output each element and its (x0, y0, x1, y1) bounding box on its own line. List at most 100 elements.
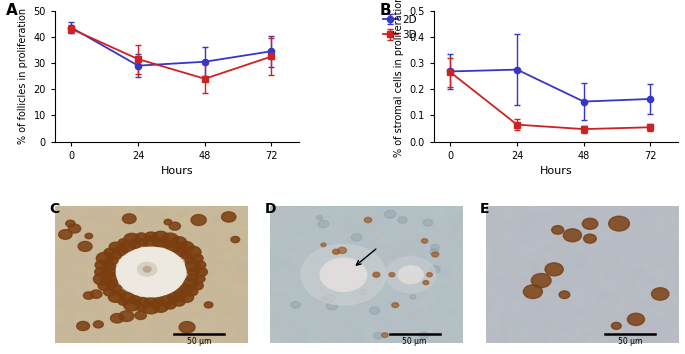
Circle shape (181, 251, 192, 259)
Circle shape (95, 260, 109, 270)
Circle shape (59, 230, 72, 239)
Circle shape (103, 287, 115, 296)
Circle shape (584, 234, 597, 243)
Circle shape (164, 301, 176, 309)
Circle shape (93, 321, 103, 328)
Circle shape (162, 240, 173, 248)
Circle shape (386, 257, 436, 292)
Circle shape (651, 288, 669, 300)
Circle shape (291, 302, 300, 308)
Circle shape (389, 273, 395, 277)
Circle shape (128, 239, 141, 249)
Circle shape (327, 302, 338, 310)
Circle shape (116, 290, 126, 297)
Circle shape (410, 295, 416, 299)
Circle shape (153, 302, 168, 312)
Text: 50 μm: 50 μm (187, 337, 211, 346)
Circle shape (152, 238, 166, 247)
Circle shape (373, 272, 380, 277)
Circle shape (77, 321, 90, 331)
Circle shape (325, 295, 335, 302)
Circle shape (153, 297, 165, 306)
Circle shape (369, 307, 379, 314)
Circle shape (231, 236, 240, 242)
Circle shape (627, 313, 645, 325)
Circle shape (344, 262, 352, 267)
Circle shape (78, 241, 92, 251)
Circle shape (129, 296, 140, 304)
Circle shape (179, 241, 194, 252)
Circle shape (351, 234, 362, 241)
Circle shape (166, 241, 183, 253)
Circle shape (431, 244, 439, 250)
Text: B: B (380, 3, 392, 18)
Circle shape (419, 332, 429, 339)
Circle shape (382, 333, 388, 337)
Circle shape (321, 297, 327, 301)
Circle shape (195, 275, 205, 282)
Circle shape (385, 210, 396, 218)
Circle shape (532, 274, 551, 287)
Circle shape (179, 292, 194, 302)
Circle shape (101, 272, 118, 284)
Circle shape (398, 217, 407, 223)
Circle shape (103, 262, 116, 270)
Circle shape (398, 266, 423, 284)
Text: A: A (6, 3, 18, 18)
Circle shape (429, 249, 439, 255)
Circle shape (432, 252, 438, 257)
Circle shape (316, 216, 323, 220)
Circle shape (563, 229, 582, 242)
Circle shape (364, 217, 372, 223)
Circle shape (98, 281, 112, 290)
Text: 50 μm: 50 μm (402, 337, 427, 346)
Circle shape (173, 297, 185, 306)
Circle shape (185, 261, 200, 272)
Circle shape (179, 284, 193, 294)
Circle shape (195, 261, 206, 269)
Text: D: D (264, 202, 276, 216)
Circle shape (110, 285, 122, 293)
Circle shape (185, 257, 195, 264)
Legend: 2D, 3D: 2D, 3D (378, 11, 421, 44)
Circle shape (124, 233, 140, 245)
Circle shape (301, 245, 386, 305)
Circle shape (582, 218, 598, 229)
Circle shape (93, 273, 110, 285)
X-axis label: Hours: Hours (161, 166, 193, 176)
Circle shape (204, 302, 213, 308)
Circle shape (145, 232, 157, 241)
Circle shape (160, 295, 175, 306)
Circle shape (145, 297, 158, 307)
Circle shape (333, 249, 340, 254)
Y-axis label: % of stromal cells in proliferation: % of stromal cells in proliferation (394, 0, 403, 157)
Circle shape (173, 245, 189, 256)
Circle shape (188, 268, 199, 276)
Circle shape (423, 219, 433, 226)
Circle shape (221, 212, 236, 222)
Y-axis label: % of follicles in proliferation: % of follicles in proliferation (18, 8, 28, 144)
Text: E: E (480, 202, 490, 216)
Circle shape (429, 266, 440, 273)
Circle shape (143, 267, 151, 272)
Circle shape (104, 249, 114, 256)
Circle shape (392, 303, 399, 308)
Circle shape (169, 222, 180, 230)
Circle shape (179, 321, 195, 333)
Circle shape (116, 247, 186, 297)
X-axis label: Hours: Hours (540, 166, 572, 176)
Circle shape (136, 303, 147, 311)
Circle shape (137, 297, 149, 306)
Circle shape (138, 262, 157, 276)
Circle shape (101, 267, 116, 277)
Circle shape (135, 311, 147, 320)
Circle shape (423, 280, 429, 285)
Circle shape (195, 267, 208, 276)
Circle shape (106, 279, 118, 288)
Circle shape (191, 254, 203, 263)
Circle shape (188, 288, 198, 296)
Circle shape (138, 239, 148, 246)
Circle shape (191, 215, 206, 225)
Circle shape (66, 220, 75, 227)
Circle shape (321, 243, 326, 247)
